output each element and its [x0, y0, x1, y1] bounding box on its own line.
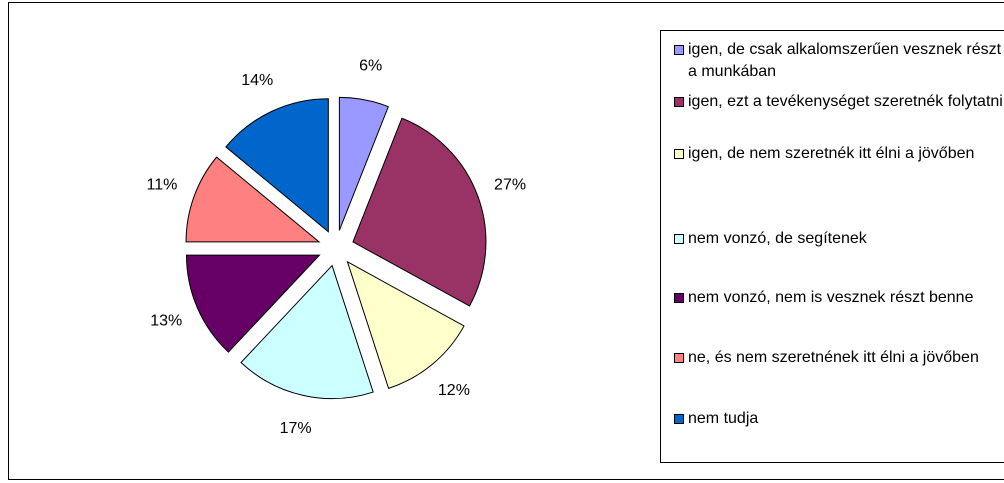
legend-label: igen, ezt a tevékenységet szeretnék foly…	[688, 93, 1003, 110]
legend-label: igen, de csak alkalomszerűen vesznek rés…	[688, 41, 1002, 80]
legend-label: ne, és nem szeretnének itt élni a jövőbe…	[688, 349, 979, 366]
legend-item: igen, ezt a tevékenységet szeretnék foly…	[674, 91, 1004, 113]
data-label: 13%	[150, 313, 182, 330]
legend-swatch	[674, 414, 684, 424]
legend-item: nem tudja	[674, 408, 1004, 430]
data-label: 27%	[494, 177, 526, 194]
legend-swatch	[674, 149, 684, 159]
legend-label: nem tudja	[688, 410, 759, 427]
legend-box	[660, 30, 1004, 463]
pie-slice	[352, 117, 487, 307]
data-label: 11%	[147, 177, 178, 194]
data-label: 6%	[359, 57, 382, 74]
data-label: 17%	[280, 420, 312, 437]
pie-slice	[346, 260, 465, 389]
legend-item: nem vonzó, nem is vesznek részt benne	[674, 287, 1004, 309]
legend-swatch	[674, 97, 684, 107]
legend-label: nem vonzó, de segítenek	[688, 230, 867, 247]
data-label: 14%	[241, 72, 273, 89]
legend-item: igen, de csak alkalomszerűen vesznek rés…	[674, 39, 1004, 83]
legend-swatch	[674, 234, 684, 244]
legend-label: igen, de nem szeretnék itt élni a jövőbe…	[688, 145, 975, 162]
legend-item: igen, de nem szeretnék itt élni a jövőbe…	[674, 143, 1004, 165]
legend-swatch	[674, 45, 684, 55]
pie-slice	[185, 156, 321, 243]
data-label: 12%	[438, 382, 470, 399]
legend-label: nem vonzó, nem is vesznek részt benne	[688, 289, 974, 306]
pie-slice	[240, 264, 374, 400]
legend-item: ne, és nem szeretnének itt élni a jövőbe…	[674, 347, 1004, 369]
legend-item: nem vonzó, de segítenek	[674, 228, 1004, 250]
legend-swatch	[674, 293, 684, 303]
pie-slice	[338, 96, 389, 231]
pie-slice	[185, 254, 321, 353]
pie-slice	[225, 98, 329, 233]
legend-swatch	[674, 353, 684, 363]
